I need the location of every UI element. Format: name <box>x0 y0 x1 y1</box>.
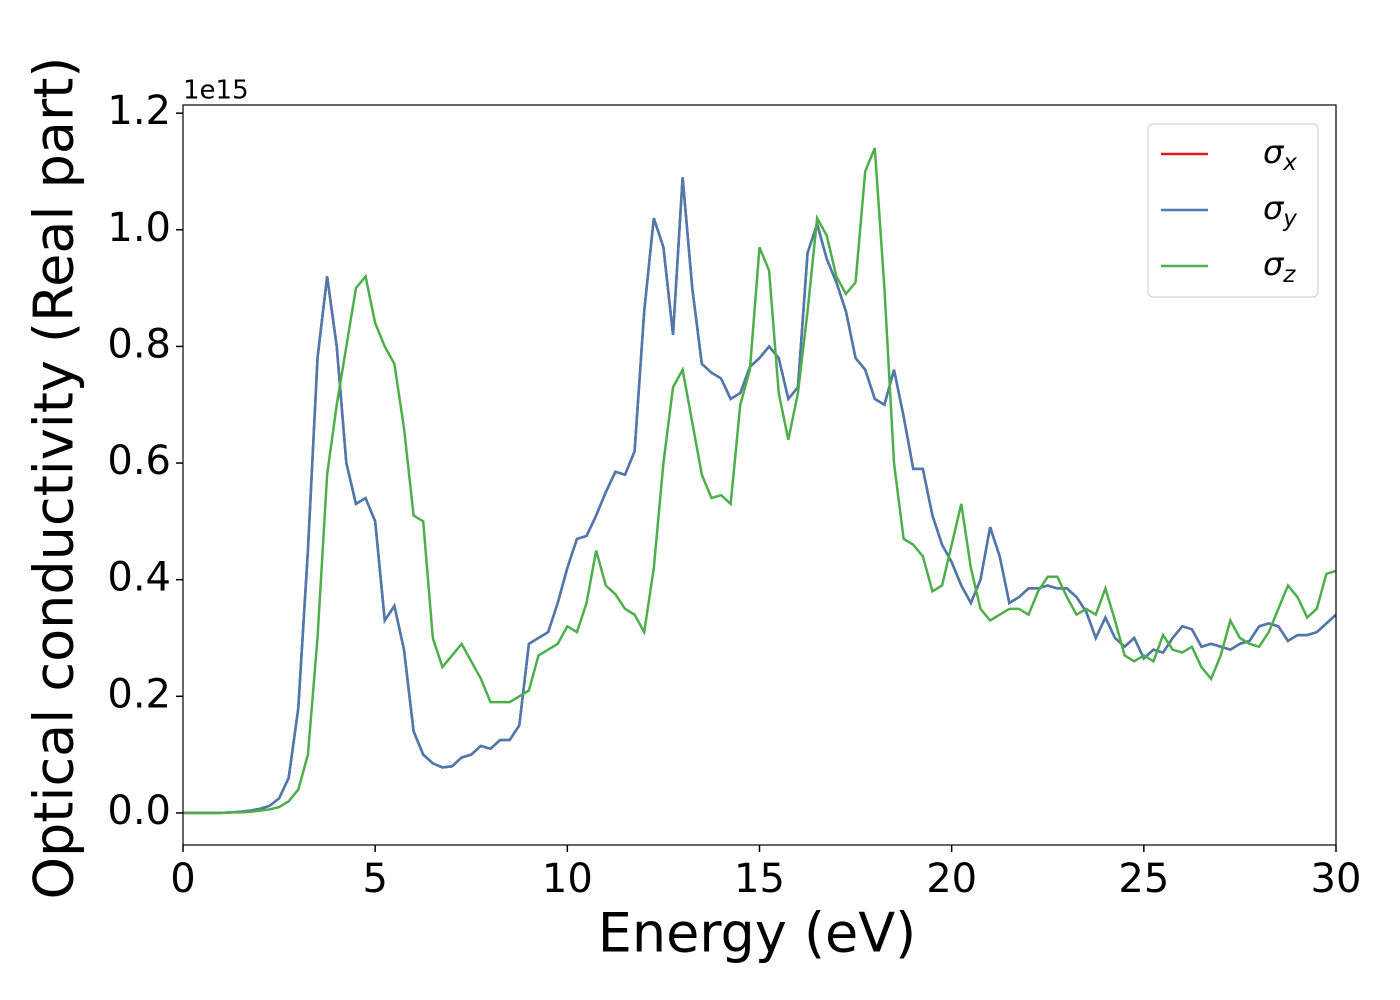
offset-text: 1e15 <box>183 76 249 106</box>
x-tick-label: 0 <box>170 856 195 902</box>
x-tick-label: 5 <box>362 856 387 902</box>
y-tick-label: 0.6 <box>107 438 171 484</box>
series-line <box>183 147 1336 815</box>
x-tick-label: 15 <box>734 856 785 902</box>
y-axis-label: Optical conductivity (Real part) <box>23 57 86 900</box>
legend-label: σy <box>1263 189 1297 232</box>
x-axis-label: Energy (eV) <box>598 902 917 965</box>
x-tick-label: 20 <box>926 856 977 902</box>
y-tick-label: 0.2 <box>107 671 171 717</box>
plot-frame <box>182 104 1337 846</box>
legend-box <box>1147 123 1319 298</box>
legend-label: σz <box>1263 245 1296 288</box>
y-tick-label: 0.4 <box>107 555 171 601</box>
y-tick-label: 0.8 <box>107 321 171 367</box>
legend-label: σx <box>1263 133 1297 176</box>
x-tick-label: 10 <box>542 856 593 902</box>
y-tick-label: 1.0 <box>107 205 171 251</box>
x-tick-label: 25 <box>1118 856 1169 902</box>
y-tick-label: 0.0 <box>107 788 171 834</box>
series-line <box>183 177 1336 815</box>
y-tick-label: 1.2 <box>107 88 171 134</box>
x-tick-label: 30 <box>1311 856 1362 902</box>
